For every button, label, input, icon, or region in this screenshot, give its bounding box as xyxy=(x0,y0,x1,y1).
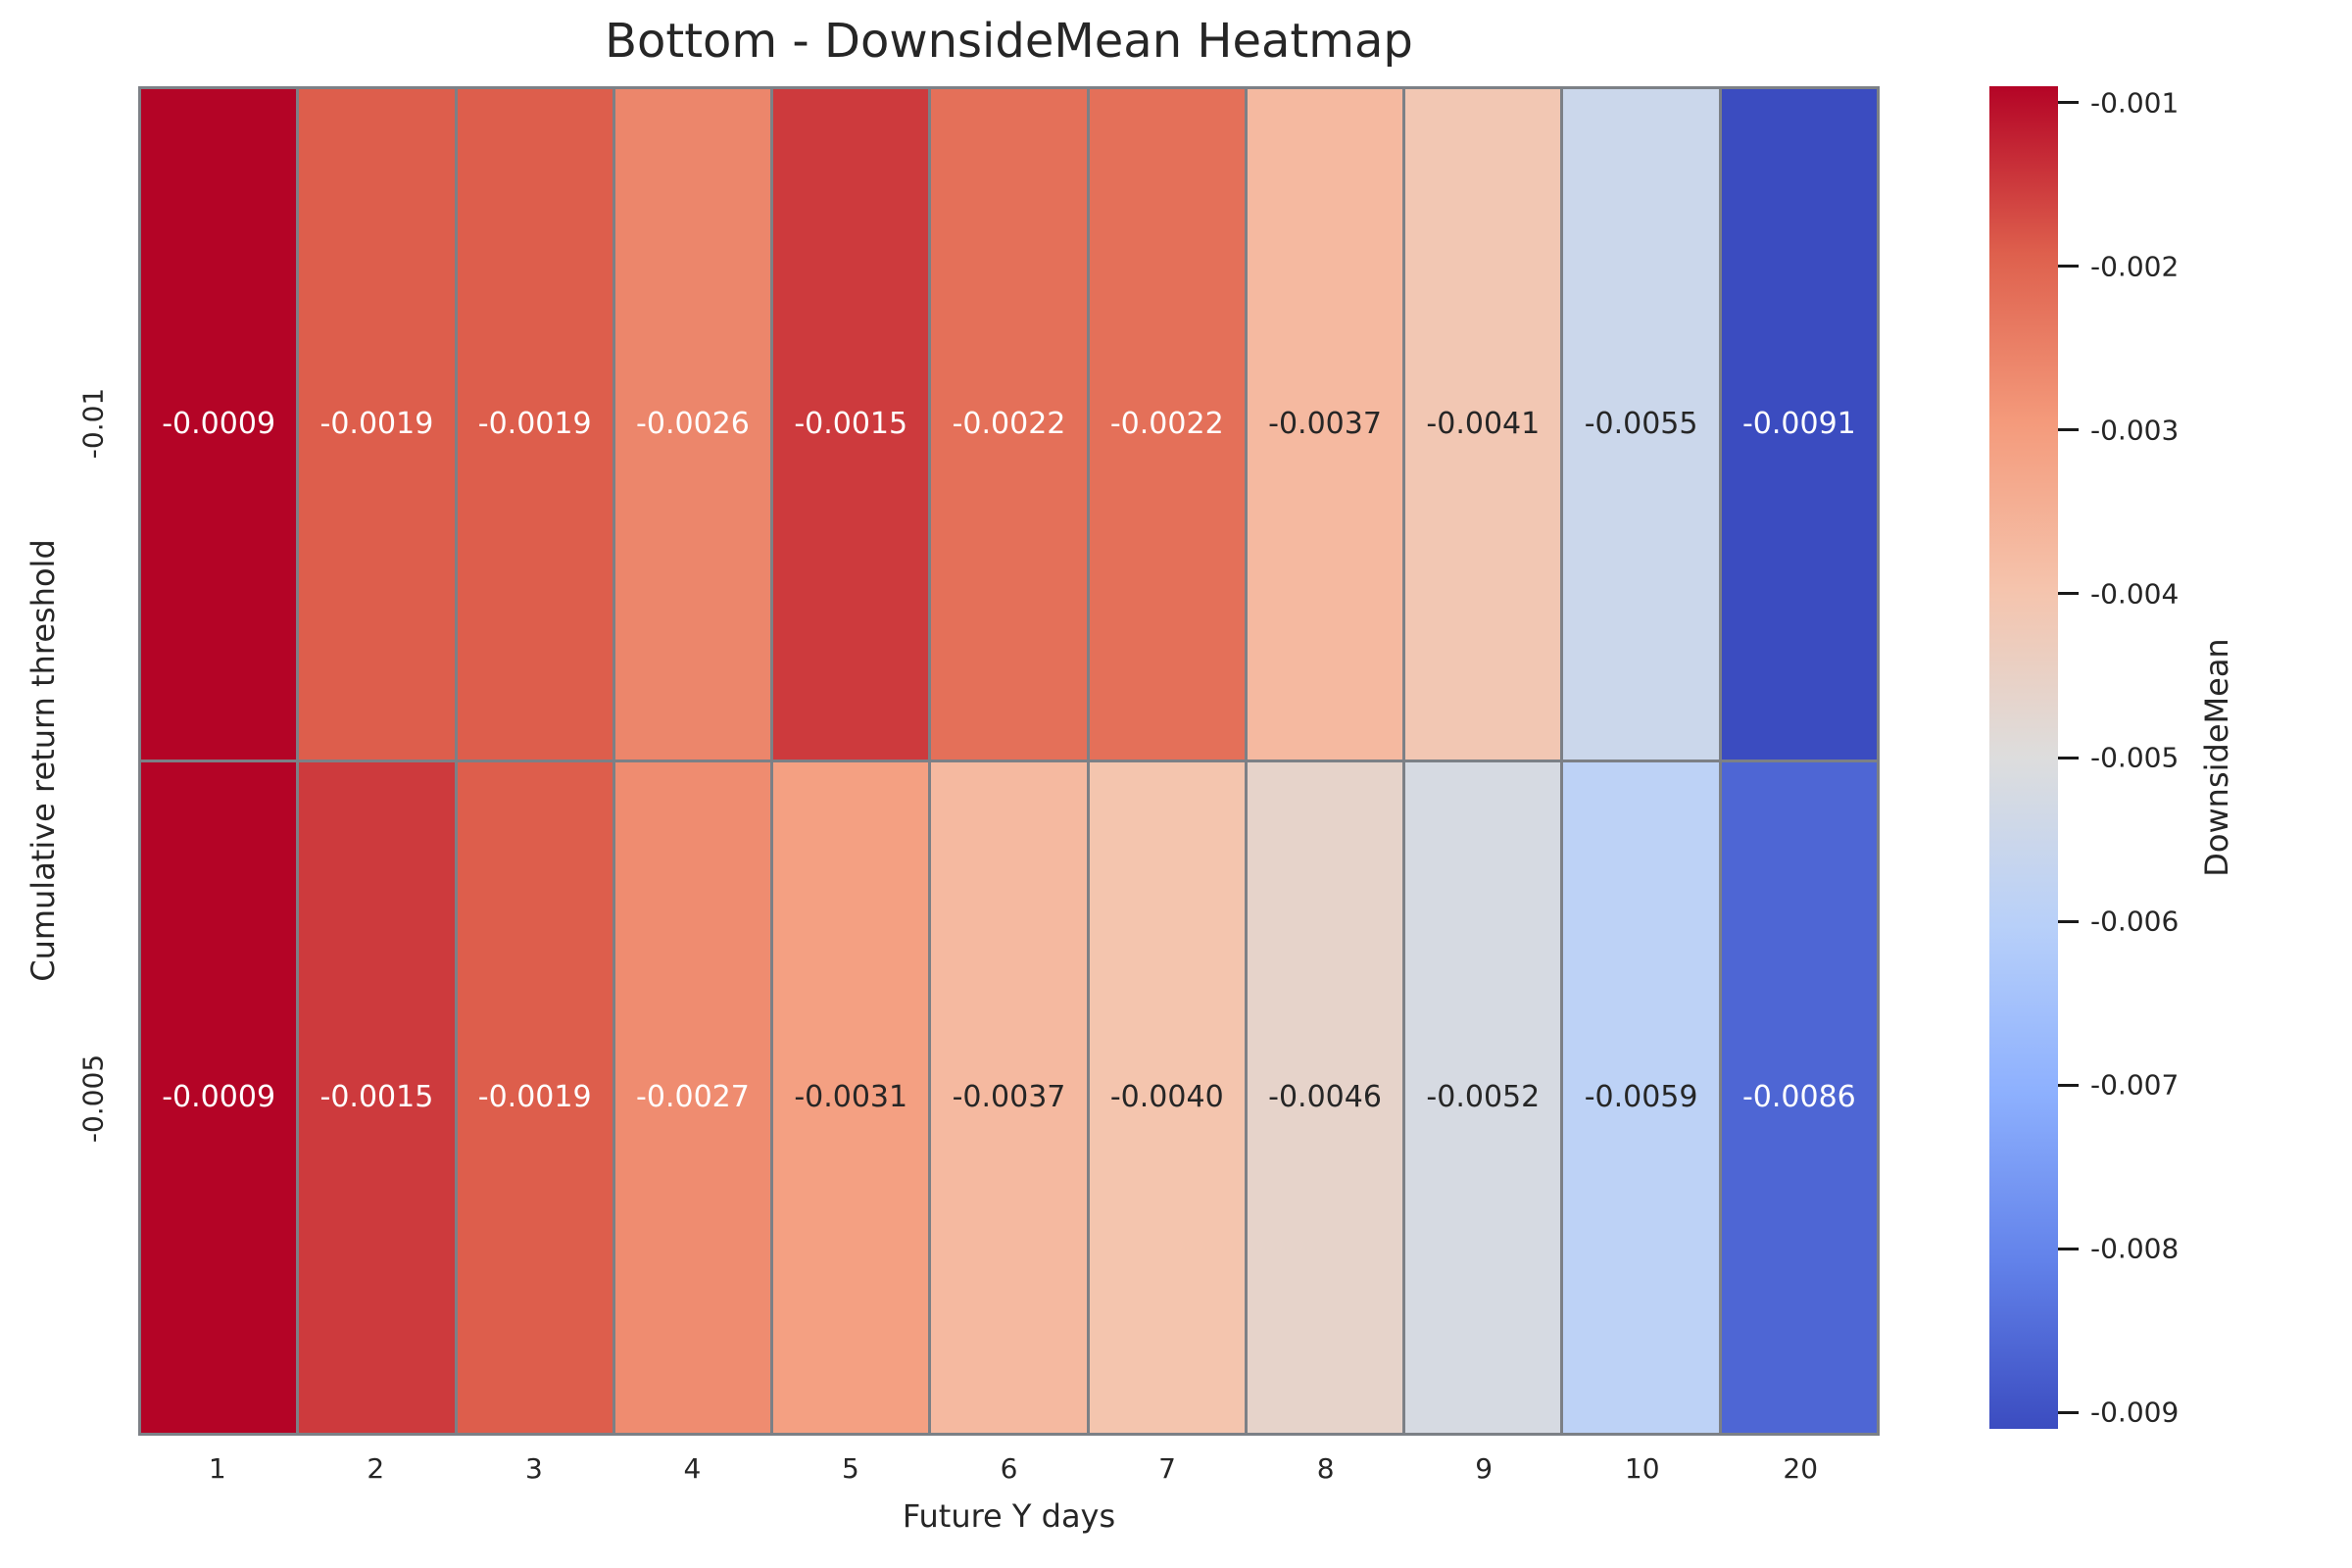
x-tick-label: 8 xyxy=(1316,1452,1335,1485)
colorbar-tick-label: -0.003 xyxy=(2090,414,2180,447)
heatmap-cell-r1-c3: -0.0027 xyxy=(614,762,771,1433)
heatmap-cell-r1-c7: -0.0046 xyxy=(1247,762,1403,1433)
colorbar-tick-label: -0.002 xyxy=(2090,250,2180,283)
y-axis-title: Cumulative return threshold xyxy=(24,539,62,982)
colorbar-tick-mark xyxy=(2058,592,2079,596)
colorbar-tick-label: -0.008 xyxy=(2090,1232,2180,1265)
x-tick-label: 20 xyxy=(1783,1452,1819,1485)
heatmap-cell-r0-c5: -0.0022 xyxy=(931,89,1087,760)
heatmap-cell-r0-c0: -0.0009 xyxy=(141,89,297,760)
colorbar-tick-mark xyxy=(2058,919,2079,923)
heatmap-cell-r0-c1: -0.0019 xyxy=(299,89,455,760)
colorbar-tick-label: -0.007 xyxy=(2090,1068,2180,1102)
colorbar-tick-mark xyxy=(2058,428,2079,432)
colorbar-tick-mark xyxy=(2058,101,2079,105)
heatmap-cell-r1-c5: -0.0037 xyxy=(931,762,1087,1433)
x-axis-ticks: 1 2 3 4 5 6 7 8 9 10 20 xyxy=(138,1452,1880,1485)
x-tick-label: 5 xyxy=(842,1452,859,1485)
colorbar-tick-mark xyxy=(2058,756,2079,760)
x-tick-label: 6 xyxy=(1000,1452,1018,1485)
chart-title: Bottom - DownsideMean Heatmap xyxy=(605,14,1413,69)
x-tick-label: 9 xyxy=(1475,1452,1494,1485)
heatmap-cell-r1-c1: -0.0015 xyxy=(299,762,455,1433)
x-tick-label: 3 xyxy=(524,1452,543,1485)
heatmap-cell-r0-c7: -0.0037 xyxy=(1247,89,1403,760)
x-tick-label: 1 xyxy=(208,1452,226,1485)
colorbar-tick-mark xyxy=(2058,265,2079,269)
heatmap-cell-r0-c10: -0.0091 xyxy=(1721,89,1877,760)
x-tick-label: 4 xyxy=(683,1452,702,1485)
x-axis-title: Future Y days xyxy=(902,1497,1116,1535)
heatmap-cell-r1-c10: -0.0086 xyxy=(1721,762,1877,1433)
heatmap-cell-r1-c8: -0.0052 xyxy=(1405,762,1561,1433)
colorbar: -0.001 -0.002 -0.003 -0.004 -0.005 -0.006 -0.0… xyxy=(1989,86,2179,1429)
heatmap-cell-r0-c9: -0.0055 xyxy=(1563,89,1719,760)
y-tick-label: -0.005 xyxy=(76,1054,110,1144)
colorbar-tick-label: -0.004 xyxy=(2090,577,2180,611)
colorbar-tick-label: -0.006 xyxy=(2090,905,2180,938)
colorbar-tick-mark xyxy=(2058,1083,2079,1087)
heatmap-cell-r0-c4: -0.0015 xyxy=(773,89,929,760)
colorbar-tick-mark xyxy=(2058,1247,2079,1250)
x-tick-label: 10 xyxy=(1624,1452,1660,1485)
heatmap-cell-r1-c2: -0.0019 xyxy=(457,762,612,1433)
heatmap-cell-r1-c0: -0.0009 xyxy=(141,762,297,1433)
colorbar-tick-label: -0.001 xyxy=(2090,86,2180,120)
heatmap-cell-r0-c2: -0.0019 xyxy=(457,89,612,760)
colorbar-label: DownsideMean xyxy=(2198,638,2235,877)
heatmap-cell-r1-c9: -0.0059 xyxy=(1563,762,1719,1433)
colorbar-tick-label: -0.005 xyxy=(2090,741,2180,774)
colorbar-tick-label: -0.009 xyxy=(2090,1396,2180,1429)
heatmap-cell-r0-c3: -0.0026 xyxy=(614,89,771,760)
heatmap-cell-r0-c6: -0.0022 xyxy=(1089,89,1245,760)
heatmap-cell-r1-c4: -0.0031 xyxy=(773,762,929,1433)
heatmap-cell-r1-c6: -0.0040 xyxy=(1089,762,1245,1433)
x-tick-label: 7 xyxy=(1158,1452,1176,1485)
x-tick-label: 2 xyxy=(367,1452,385,1485)
colorbar-tick-mark xyxy=(2058,1410,2079,1414)
heatmap: -0.0009 -0.0019 -0.0019 -0.0026 -0.0015 -0.00… xyxy=(138,86,1880,1436)
y-tick-label: -0.01 xyxy=(76,387,110,460)
heatmap-cell-r0-c8: -0.0041 xyxy=(1405,89,1561,760)
